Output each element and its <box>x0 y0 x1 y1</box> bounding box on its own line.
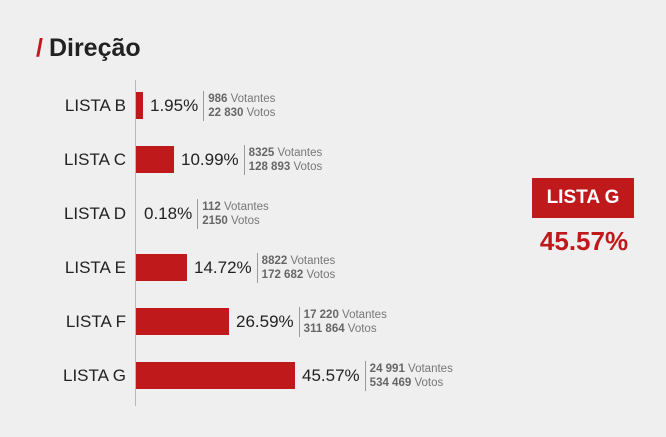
category-label: LISTA E <box>64 258 126 277</box>
voters-line: 8822 Votantes <box>262 254 336 268</box>
detail-separator <box>298 307 300 337</box>
votes-unit: Votos <box>303 269 336 281</box>
votes-count: 311 864 <box>303 323 345 335</box>
votes-count: 534 469 <box>369 377 412 389</box>
title-slash: / <box>36 34 43 62</box>
voters-count: 24 991 <box>369 363 405 375</box>
category-label: LISTA B <box>64 96 126 115</box>
detail-separator <box>203 91 205 121</box>
voters-line: 17 220 Votantes <box>304 308 387 322</box>
votes-line: 534 469 Votos <box>370 376 453 390</box>
voters-line: 112 Votantes <box>202 200 269 214</box>
bar-row: LISTA C 10.99% 8325 Votantes 128 893 Votos <box>0 145 520 175</box>
votes-line: 2150 Votos <box>202 214 269 228</box>
voters-count: 8325 <box>248 147 275 159</box>
voters-count: 986 <box>208 93 228 105</box>
detail-text: 112 Votantes 2150 Votos <box>202 200 269 228</box>
bar-row: LISTA E 14.72% 8822 Votantes 172 682 Votos <box>0 253 520 283</box>
winner-badge: LISTA G <box>532 178 634 218</box>
value-label: 14.72% <box>194 258 252 277</box>
votes-unit: Votos <box>290 161 323 173</box>
voters-line: 8325 Votantes <box>249 146 323 160</box>
votes-line: 128 893 Votos <box>249 160 323 174</box>
voters-count: 112 <box>202 201 221 213</box>
bar-row: LISTA D 0.18% 112 Votantes 2150 Votos <box>0 199 520 229</box>
voters-unit: Votantes <box>287 255 336 267</box>
category-label: LISTA C <box>63 150 126 169</box>
detail-text: 986 Votantes 22 830 Votos <box>208 92 275 120</box>
detail-text: 17 220 Votantes 311 864 Votos <box>304 308 387 336</box>
votes-line: 311 864 Votos <box>304 322 387 336</box>
votes-line: 172 682 Votos <box>262 268 336 282</box>
voters-unit: Votantes <box>227 93 276 105</box>
voters-unit: Votantes <box>338 309 387 321</box>
detail-text: 24 991 Votantes 534 469 Votos <box>370 362 453 390</box>
value-label: 26.59% <box>236 312 294 331</box>
voters-count: 17 220 <box>303 309 339 321</box>
detail-separator <box>256 253 258 283</box>
bar-row: LISTA G 45.57% 24 991 Votantes 534 469 Voto… <box>0 361 520 391</box>
value-label: 10.99% <box>181 150 239 169</box>
voters-line: 24 991 Votantes <box>370 362 453 376</box>
voters-unit: Votantes <box>404 363 453 375</box>
votes-line: 22 830 Votos <box>208 106 275 120</box>
bar <box>136 146 174 173</box>
bar-row: LISTA F 26.59% 17 220 Votantes 311 864 Voto… <box>0 307 520 337</box>
value-label: 0.18% <box>144 204 193 223</box>
bar <box>136 254 187 281</box>
bar <box>136 308 229 335</box>
voters-unit: Votantes <box>220 201 269 213</box>
votes-count: 172 682 <box>261 269 304 281</box>
votes-count: 22 830 <box>208 107 244 119</box>
voters-unit: Votantes <box>274 147 323 159</box>
bar-row: LISTA B 1.95% 986 Votantes 22 830 Votos <box>0 91 520 121</box>
bar <box>136 362 295 389</box>
bar <box>136 92 143 119</box>
category-label: LISTA D <box>63 204 126 223</box>
votes-unit: Votos <box>411 377 444 389</box>
votes-count: 128 893 <box>248 161 291 173</box>
detail-text: 8325 Votantes 128 893 Votos <box>249 146 323 174</box>
votes-unit: Votos <box>243 107 276 119</box>
detail-separator <box>243 145 245 175</box>
detail-text: 8822 Votantes 172 682 Votos <box>262 254 336 282</box>
value-label: 1.95% <box>150 96 199 115</box>
category-label: LISTA G <box>63 366 126 385</box>
votes-unit: Votos <box>344 323 377 335</box>
value-label: 45.57% <box>302 366 360 385</box>
detail-separator <box>197 199 199 229</box>
voters-count: 8822 <box>261 255 288 267</box>
detail-separator <box>364 361 366 391</box>
votes-unit: Votos <box>227 215 260 227</box>
voters-line: 986 Votantes <box>208 92 275 106</box>
y-axis-line <box>135 80 136 406</box>
title-text: Direção <box>48 34 141 62</box>
chart-title: / Direção <box>36 34 141 63</box>
category-label: LISTA F <box>65 312 126 331</box>
votes-count: 2150 <box>202 215 228 227</box>
winner-percentage: 45.57% <box>539 226 629 256</box>
